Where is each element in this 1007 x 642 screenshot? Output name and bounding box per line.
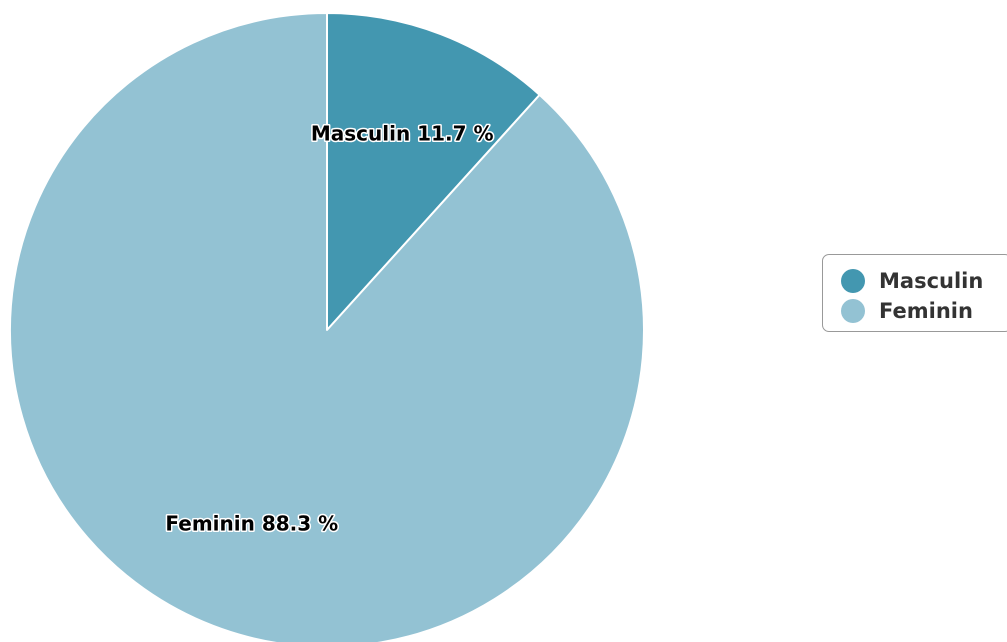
pie-slice-labels: Masculin 11.7 % Feminin 88.3 %	[164, 120, 495, 537]
legend-marker-masculin-icon	[841, 269, 865, 293]
legend-marker-feminin-icon	[841, 299, 865, 323]
pie-slice-feminin[interactable]	[9, 12, 645, 642]
legend-item-feminin[interactable]: Feminin	[841, 296, 1007, 326]
legend-label-masculin: Masculin	[879, 269, 984, 293]
slice-label-masculin: Masculin 11.7 %	[311, 121, 494, 145]
legend-item-masculin[interactable]: Masculin	[841, 266, 1007, 296]
legend-label-feminin: Feminin	[879, 299, 973, 323]
pie-slices	[9, 12, 645, 642]
chart-legend: Masculin Feminin	[822, 254, 1007, 332]
slice-label-feminin: Feminin 88.3 %	[165, 512, 338, 536]
pie-slice-masculin[interactable]	[326, 12, 541, 331]
